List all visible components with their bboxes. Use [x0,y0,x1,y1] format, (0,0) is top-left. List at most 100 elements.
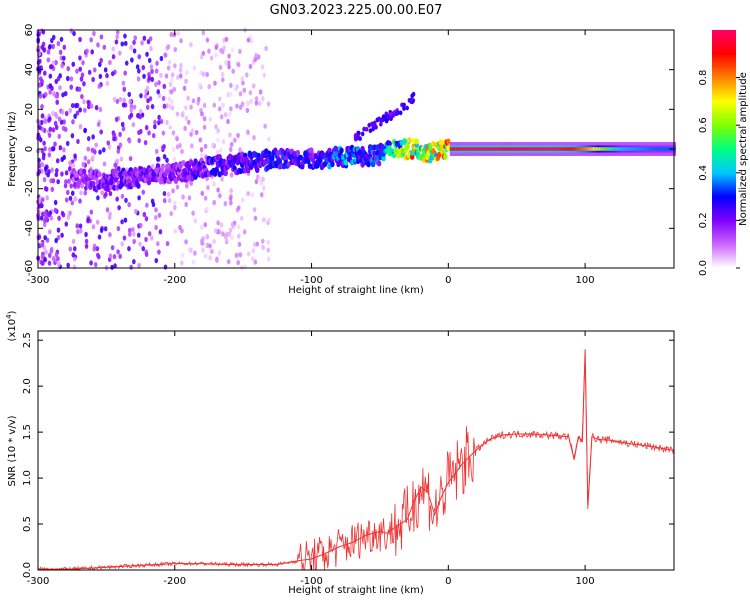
noise-point [78,228,83,234]
noise-point [116,225,121,232]
noise-point [230,47,235,53]
noise-point [80,93,84,100]
noise-point [212,181,216,187]
noise-point [64,221,69,227]
ridge-core [550,147,553,151]
noise-point [115,158,120,164]
noise-point [83,107,87,113]
noise-point [64,197,69,203]
noise-point [40,260,45,266]
ridge-core [457,147,460,151]
ridge-core [674,147,676,151]
noise-point [43,235,47,241]
noise-point [92,246,97,252]
noise-point [229,172,234,178]
noise-point [161,130,166,136]
noise-point [66,262,70,268]
ridge-core [564,147,567,151]
noise-point [41,29,46,35]
snr-multiplier-base: (x10 [7,319,18,342]
noise-point [99,57,104,64]
noise-point [140,40,144,46]
noise-point [154,81,158,87]
ridge-core [454,147,457,151]
ridge-core [562,147,565,151]
noise-point [49,215,54,221]
noise-point [254,52,258,59]
noise-point [220,71,225,78]
noise-point [208,116,213,122]
ridge-core [660,147,663,151]
noise-point [83,127,88,133]
noise-point [92,30,96,37]
branch-point [405,105,409,111]
spectrogram-marks [36,27,676,271]
ridge-point [370,161,376,168]
ridge-core [520,147,523,151]
noise-point [166,191,171,197]
ridge-core [585,147,588,151]
noise-point [103,226,108,232]
noise-point [49,248,54,254]
ridge-core [648,147,651,151]
ridge-core [537,147,540,151]
noise-point [214,52,218,58]
colorbar-tick-label: 0.6 [698,117,709,133]
noise-point [228,227,233,233]
noise-point [230,235,234,241]
ridge-point [402,139,407,146]
ridge-core [636,147,639,151]
noise-point [219,114,224,120]
ridge-point [136,182,141,189]
ridge-point [300,163,305,170]
noise-point [108,190,113,197]
noise-point [142,35,147,41]
ridge-core [553,147,556,151]
noise-point [118,96,123,103]
noise-point [83,155,88,161]
noise-point [240,197,245,203]
noise-point [43,146,47,152]
noise-point [133,208,138,215]
noise-point [223,201,228,207]
ridge-core [497,147,500,151]
x-tick-label: 100 [576,576,595,587]
snr-multiplier-close: ) [7,310,18,314]
noise-point [96,252,100,258]
noise-point [148,36,153,42]
noise-point [68,246,73,252]
noise-point [83,190,88,196]
noise-point [66,66,71,72]
noise-point [42,140,46,146]
noise-point [96,121,101,127]
noise-point [69,84,74,90]
noise-point [41,155,46,161]
ridge-point [295,149,301,156]
noise-point [84,243,89,249]
noise-point [75,110,80,116]
noise-point [166,65,171,71]
noise-point [69,76,74,82]
noise-point [248,63,253,70]
noise-point [142,73,146,79]
noise-point [42,177,47,183]
x-tick-label: -100 [300,275,323,286]
noise-point [180,148,184,155]
ridge-core [529,147,532,151]
branch-point [388,112,393,117]
noise-point [40,168,44,174]
noise-point [99,34,104,40]
noise-point [95,246,100,252]
noise-point [110,71,115,77]
spectrogram-x-ticks: -300 -200 -100 0 100 [27,30,595,286]
noise-point [194,129,199,136]
noise-point [129,103,134,109]
noise-point [131,231,136,237]
noise-point [190,128,195,134]
ridge-point [376,160,382,167]
noise-point [157,114,161,120]
noise-point [129,44,133,51]
noise-point [253,57,257,63]
noise-point [250,192,255,198]
noise-point [114,39,119,45]
